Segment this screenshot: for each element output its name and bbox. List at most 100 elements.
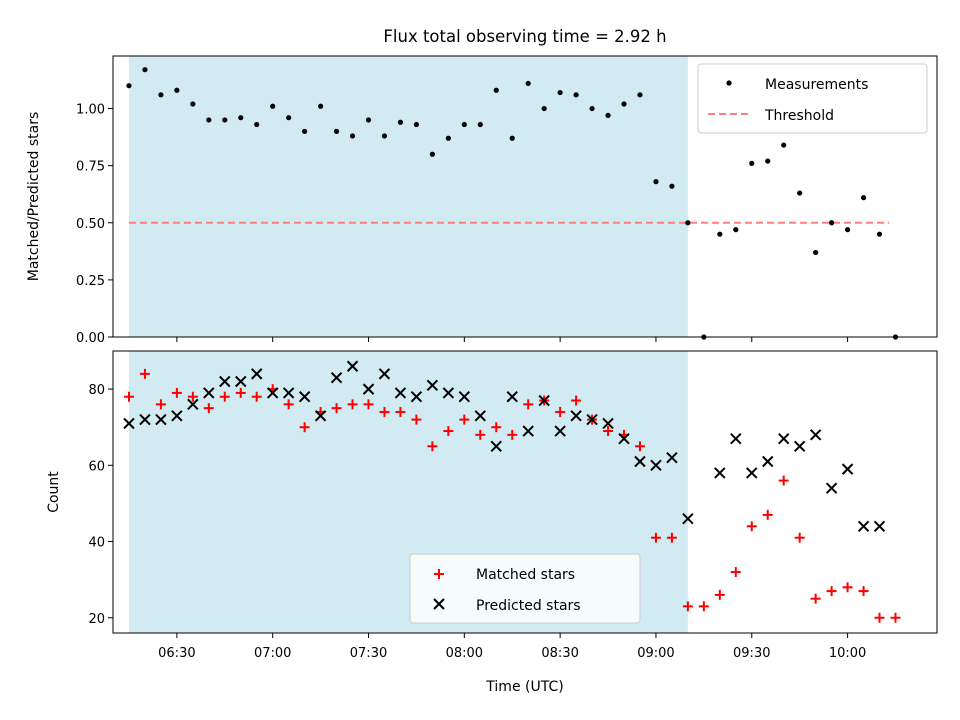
predicted-star-point [155, 413, 167, 426]
measurement-point [493, 87, 499, 93]
legend-x-glyph [433, 598, 445, 610]
matched-star-point [347, 399, 358, 410]
x-tick-label: 08:00 [446, 646, 483, 661]
x-tick-label: 09:30 [733, 646, 770, 661]
predicted-star-point [873, 520, 886, 533]
measurement-point [158, 92, 164, 98]
predicted-star-point [602, 417, 614, 430]
predicted-star-point [825, 482, 838, 494]
measurement-point [349, 133, 356, 139]
matched-star-point [411, 414, 422, 425]
x-tick-label: 09:00 [637, 646, 674, 661]
measurement-point [876, 231, 883, 237]
x-tick-label: 07:30 [350, 646, 387, 661]
matched-star-point [603, 426, 614, 437]
legend-plus-glyph [434, 569, 444, 579]
matched-star-point [810, 593, 821, 604]
y-tick-label: 0.00 [76, 331, 105, 346]
matched-star-point [283, 399, 294, 410]
predicted-star-point [394, 387, 407, 399]
measurement-point [429, 151, 435, 157]
matched-star-point [155, 399, 166, 410]
measurement-point [717, 231, 723, 237]
predicted-star-point [442, 387, 455, 399]
matched-star-point [682, 601, 693, 612]
predicted-star-point [522, 425, 534, 437]
predicted-star-point [777, 432, 790, 445]
measurement-point [222, 117, 228, 123]
matched-star-point [842, 582, 853, 593]
matched-star-point [203, 403, 214, 414]
matched-star-point [778, 475, 789, 486]
ratio-x-ticks [176, 337, 849, 342]
predicted-star-point [171, 410, 183, 422]
matched-star-point [858, 586, 869, 597]
measurement-point [685, 220, 691, 226]
matched-star-point [890, 612, 901, 623]
x-tick-label: 06:30 [158, 646, 195, 661]
matched-star-point [459, 414, 470, 425]
ratio-legend: Measurements Threshold [697, 63, 928, 134]
predicted-star-point [682, 512, 694, 525]
measurement-point [557, 89, 563, 96]
matched-star-point [507, 429, 518, 440]
measurement-point [333, 128, 340, 134]
legend-label-measurements: Measurements [765, 77, 868, 93]
predicted-star-point [570, 410, 582, 422]
matched-star-point [634, 441, 645, 452]
measurement-point [749, 160, 755, 166]
matched-star-point [698, 601, 709, 612]
ratio-y-axis-label: Matched/Predicted stars [26, 112, 42, 282]
predicted-star-point [490, 440, 502, 452]
measurement-point [621, 101, 627, 107]
matched-star-point [555, 406, 566, 417]
predicted-star-points [123, 360, 886, 533]
y-tick-label: 60 [88, 459, 105, 474]
predicted-star-point [362, 383, 375, 395]
time-x-axis-label: Time (UTC) [485, 679, 563, 695]
predicted-star-point [346, 360, 359, 372]
y-tick-label: 1.00 [76, 103, 105, 118]
count-y-ticks: 20 40 60 80 [88, 383, 113, 627]
measurement-point [733, 227, 739, 233]
measurement-point [302, 128, 308, 134]
ratio-y-ticks: 0.00 0.25 0.50 0.75 1.00 [76, 103, 113, 346]
matched-star-point [171, 387, 182, 398]
y-tick-label: 80 [88, 383, 105, 398]
predicted-star-point [251, 368, 263, 380]
predicted-star-point [474, 410, 486, 422]
measurement-point [397, 119, 404, 125]
matched-star-point [714, 589, 725, 600]
predicted-star-point [235, 375, 247, 388]
matched-star-point [123, 391, 134, 402]
legend-x-marker [433, 598, 445, 610]
measurement-point [317, 103, 324, 109]
predicted-star-point [139, 413, 151, 426]
matched-star-point [443, 426, 454, 437]
predicted-star-point [650, 459, 662, 472]
measurement-point [781, 142, 787, 148]
measurement-point [509, 135, 515, 141]
measurement-point [573, 92, 579, 98]
predicted-star-point [187, 398, 199, 411]
predicted-star-point [809, 429, 822, 441]
measurement-point [365, 117, 372, 123]
measurement-point [844, 227, 851, 233]
legend-dot-marker [726, 80, 732, 86]
predicted-star-point [554, 425, 566, 437]
observing-window-shade [128, 56, 688, 337]
predicted-star-point [458, 391, 471, 403]
measurement-point [589, 105, 595, 112]
measurement-point [142, 67, 148, 73]
measurement-point [669, 183, 675, 189]
matched-star-point [794, 532, 805, 543]
measurement-point [765, 158, 771, 164]
y-tick-label: 20 [88, 612, 105, 627]
predicted-star-point [314, 410, 327, 422]
measurement-point [254, 121, 260, 128]
predicted-star-point [746, 467, 758, 479]
predicted-star-point [714, 467, 726, 479]
measurement-point [541, 105, 547, 112]
matched-star-point [730, 567, 741, 578]
chart-title: Flux total observing time = 2.92 h [383, 27, 666, 46]
